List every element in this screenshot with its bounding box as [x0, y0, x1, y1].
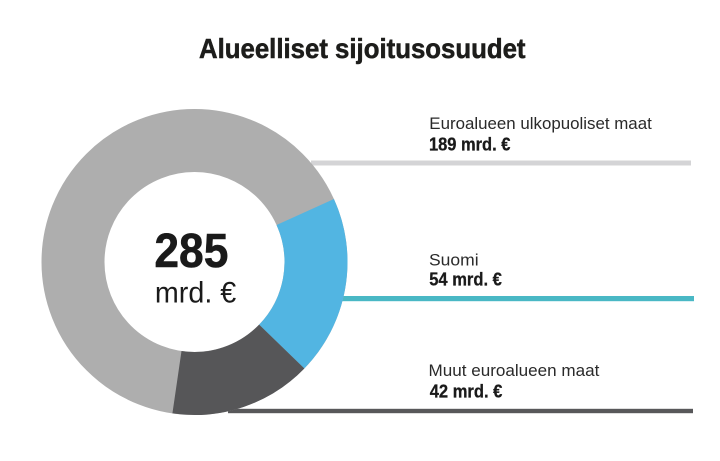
svg-text:Suomi: Suomi [429, 250, 479, 270]
svg-text:189 mrd. €: 189 mrd. € [429, 133, 511, 154]
svg-text:Euroalueen ulkopuoliset maat: Euroalueen ulkopuoliset maat [429, 114, 652, 133]
svg-text:Alueelliset sijoitusosuudet: Alueelliset sijoitusosuudet [199, 33, 526, 64]
svg-text:Muut euroalueen maat: Muut euroalueen maat [429, 361, 600, 380]
svg-text:42 mrd. €: 42 mrd. € [430, 381, 503, 402]
svg-text:285: 285 [154, 224, 228, 278]
svg-text:54 mrd. €: 54 mrd. € [429, 269, 502, 290]
svg-text:mrd. €: mrd. € [155, 277, 236, 309]
